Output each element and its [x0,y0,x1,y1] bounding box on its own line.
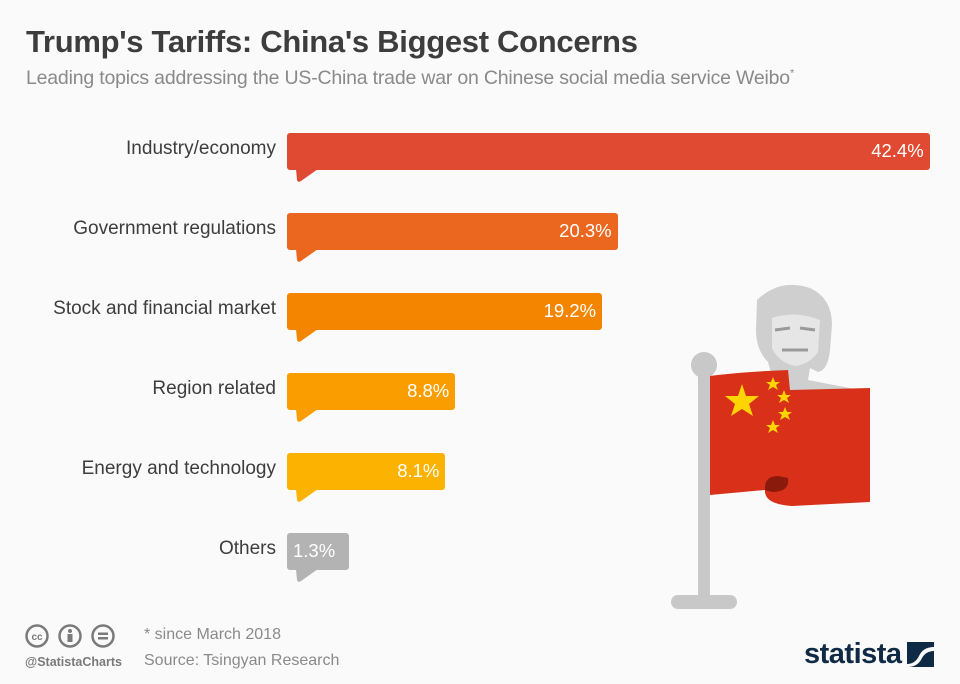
bar [287,533,350,570]
bar [287,213,618,250]
footnote: * since March 2018 [144,626,281,643]
bar-tail [296,409,318,422]
bar-value-label: 20.3% [559,220,612,241]
bar-tail [296,329,318,342]
statista-logo-mark-icon [907,642,934,667]
subtitle-text: Leading topics addressing the US-China t… [26,67,790,89]
trump-china-flag-illustration [671,284,870,609]
bar-value-label: 8.8% [407,380,450,401]
category-label: Government regulations [73,218,276,239]
category-label: Others [218,538,276,559]
category-label: Energy and technology [81,458,276,479]
chart-subtitle: Leading topics addressing the US-China t… [26,67,794,90]
bar [287,293,603,330]
subtitle-footnote-marker: * [789,67,795,80]
bar-value-label: 8.1% [397,460,440,481]
bar-value-label: 42.4% [871,140,924,161]
bar-tail [296,249,318,262]
chart-title: Trump's Tariffs: China's Biggest Concern… [26,24,638,59]
bar [287,373,456,410]
cc-icon: cc [25,624,49,648]
bar [287,453,446,490]
source-note: Source: Tsingyan Research [144,652,340,669]
category-label: Region related [152,378,276,399]
bar-tail [296,569,318,582]
flag-pole-icon [671,352,737,609]
china-flag-icon [710,370,870,506]
bar-tail [296,169,318,182]
bar [287,133,930,170]
by-attribution-icon [58,624,82,648]
category-label: Industry/economy [126,138,276,159]
category-label: Stock and financial market [53,298,276,319]
statista-logo: statista [804,638,902,670]
bar-value-label: 19.2% [543,300,597,321]
bar-value-label: 1.3% [293,540,336,561]
no-derivatives-icon [91,624,115,648]
svg-text:cc: cc [31,632,43,643]
bar-tail [296,489,318,502]
statista-handle: @StatistaCharts [25,655,122,669]
